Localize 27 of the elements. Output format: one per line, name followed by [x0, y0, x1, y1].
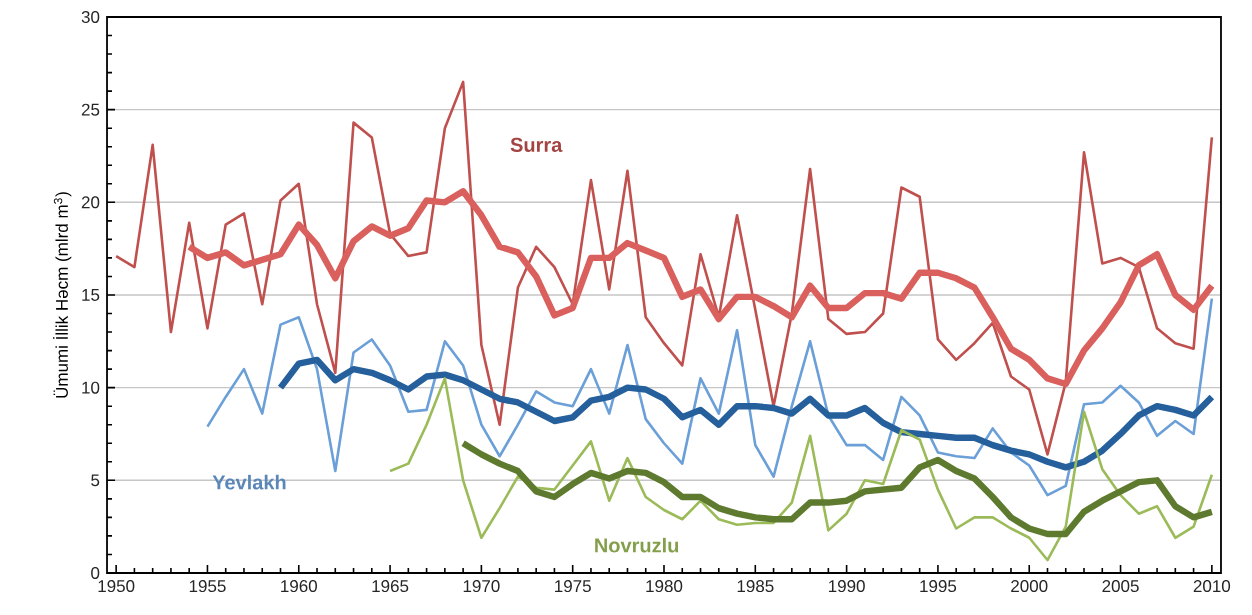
text: Surra [510, 137, 563, 152]
x-tick-label: 2005 [1102, 580, 1139, 593]
series-label: Novruzlu [595, 537, 679, 553]
y-tick-label: 25 [81, 103, 100, 116]
text: Yevlakh [212, 474, 286, 490]
x-tick-label: 1950 [98, 580, 135, 593]
y-axis-title: Ümumi İllik Həcm (mlrd m$^{3}$) [53, 192, 72, 398]
y-tick-label: 5 [91, 474, 100, 487]
x-tick-label: 2010 [1193, 580, 1231, 593]
line-series [388, 377, 1214, 562]
y-tick-label: 15 [82, 289, 100, 301]
x-tick-label: 1995 [920, 580, 957, 593]
x-tick-label: 2000 [1011, 580, 1048, 593]
x-tick-label: 1985 [737, 580, 774, 593]
x-tick-label: 1975 [555, 580, 591, 593]
x-tick-label: 1990 [828, 580, 865, 593]
y-tick-label: 0 [91, 566, 100, 579]
y-tick-label: 30 [81, 10, 100, 23]
line-series [206, 297, 1214, 497]
x-tick-label: 1970 [463, 580, 500, 593]
y-tick-label: 10 [82, 381, 100, 394]
x-tick-label: 1965 [372, 580, 409, 593]
x-tick-label: 1980 [646, 580, 683, 593]
y-tick-label: 20 [81, 196, 100, 209]
line-series [114, 80, 1214, 456]
x-tick-label: 1960 [281, 580, 317, 593]
x-tick-label: 1955 [189, 580, 226, 593]
